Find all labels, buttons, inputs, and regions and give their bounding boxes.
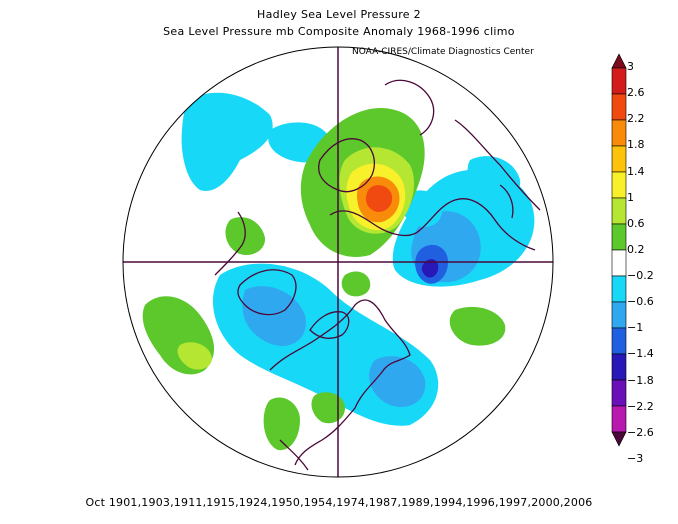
colorbar-tick-label: −3 — [627, 452, 644, 465]
negative-anomaly-east — [369, 356, 426, 408]
alaska-coast — [214, 211, 246, 276]
data-credit: NOAA-CIRES/Climate Diagnostics Center — [352, 47, 534, 57]
colorbar-swatch — [611, 379, 627, 407]
europe-coast — [318, 138, 375, 193]
colorbar-tick-label: 3 — [627, 60, 634, 73]
colorbar-swatch — [611, 223, 627, 251]
colorbar-swatch — [611, 67, 627, 95]
japan-coast — [499, 184, 514, 219]
positive-anomaly-pacific-inner — [177, 342, 212, 370]
colorbar-tick-label: 1.8 — [627, 138, 645, 152]
south-america-coast — [279, 439, 309, 471]
colorbar-swatch — [611, 145, 627, 173]
eurasia-coast — [329, 198, 536, 251]
colorbar — [611, 53, 627, 447]
positive-anomaly-europe-peak — [365, 185, 393, 212]
hudson-bay-coast — [309, 311, 350, 339]
negative-anomaly-canada-core — [242, 286, 306, 346]
colorbar-swatch — [611, 405, 627, 433]
colorbar-tick-label: −2.2 — [627, 399, 654, 413]
colorbar-swatch — [611, 93, 627, 121]
colorbar-tick-label: −0.6 — [627, 295, 654, 309]
positive-anomaly-arctic — [341, 271, 371, 297]
colorbar-tick-label: −2.6 — [627, 425, 654, 439]
colorbar-tick-label: 0.6 — [627, 216, 645, 230]
colorbar-swatch — [611, 275, 627, 303]
map-title: Hadley Sea Level Pressure 2 — [257, 8, 421, 21]
colorbar-tick-label: −0.2 — [627, 269, 654, 283]
positive-anomaly-atlantic — [449, 306, 506, 346]
colorbar-top-arrow — [611, 53, 627, 69]
colorbar-swatch — [611, 353, 627, 381]
colorbar-swatch — [611, 119, 627, 147]
map-subtitle: Sea Level Pressure mb Composite Anomaly … — [163, 25, 515, 38]
colorbar-tick-label: 2.2 — [627, 112, 645, 126]
positive-anomaly-tropics — [263, 397, 300, 451]
colorbar-swatch — [611, 327, 627, 355]
positive-anomaly-mexico — [311, 392, 345, 424]
negative-anomaly-center — [421, 259, 439, 278]
colorbar-swatch — [611, 301, 627, 329]
colorbar-tick-label: 0.2 — [627, 242, 645, 256]
negative-anomaly-japan — [467, 156, 521, 202]
colorbar-bottom-arrow — [611, 431, 627, 447]
colorbar-tick-label: 2.6 — [627, 86, 645, 100]
colorbar-tick-label: −1.8 — [627, 373, 654, 387]
anomaly-field — [142, 92, 535, 451]
greenland-coast — [237, 269, 297, 316]
colorbar-tick-label: −1 — [627, 321, 644, 335]
map-boundary — [122, 46, 554, 478]
africa-coast — [384, 79, 435, 136]
colorbar-tick-label: −1.4 — [627, 347, 654, 361]
asia-east-coast — [454, 119, 541, 211]
coastlines — [214, 79, 541, 471]
colorbar-swatch — [611, 197, 627, 225]
colorbar-swatch — [611, 249, 627, 277]
colorbar-swatch — [611, 171, 627, 199]
north-america-coast — [269, 299, 411, 466]
negative-anomaly-pacific — [181, 92, 273, 191]
colorbar-tick-label: 1 — [627, 190, 634, 204]
colorbar-tick-label: 1.4 — [627, 164, 645, 178]
composite-years: Oct 1901,1903,1911,1915,1924,1950,1954,1… — [85, 496, 593, 509]
